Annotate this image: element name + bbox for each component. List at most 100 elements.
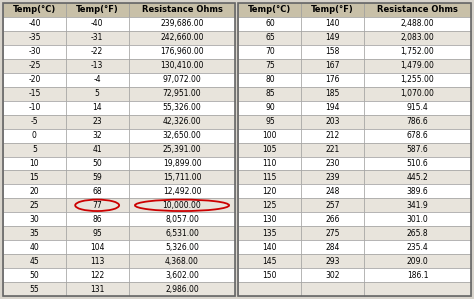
- Text: 75: 75: [265, 61, 275, 70]
- Bar: [128, 212, 236, 226]
- Text: 41: 41: [92, 145, 102, 154]
- Text: 257: 257: [326, 201, 340, 210]
- Bar: [301, 184, 364, 198]
- Text: 186.1: 186.1: [407, 271, 428, 280]
- Bar: [364, 282, 471, 296]
- Text: 86: 86: [92, 215, 102, 224]
- Text: 113: 113: [90, 257, 104, 266]
- Bar: [364, 17, 471, 31]
- Text: Temp(°F): Temp(°F): [76, 5, 118, 14]
- Bar: [128, 170, 236, 184]
- Text: -10: -10: [28, 103, 41, 112]
- Bar: [364, 254, 471, 268]
- Text: 115: 115: [263, 173, 277, 182]
- Bar: [3, 282, 66, 296]
- Bar: [238, 129, 301, 143]
- Bar: [364, 31, 471, 45]
- Text: 786.6: 786.6: [407, 117, 428, 126]
- Bar: [238, 3, 301, 17]
- Text: 140: 140: [263, 243, 277, 252]
- Text: -40: -40: [28, 19, 41, 28]
- Bar: [128, 31, 236, 45]
- Text: -35: -35: [28, 33, 41, 42]
- Text: 42,326.00: 42,326.00: [163, 117, 201, 126]
- Bar: [128, 17, 236, 31]
- Text: -5: -5: [31, 117, 38, 126]
- Bar: [238, 156, 301, 170]
- Bar: [238, 17, 301, 31]
- Text: 445.2: 445.2: [407, 173, 428, 182]
- Text: 32,650.00: 32,650.00: [163, 131, 201, 140]
- Text: 678.6: 678.6: [407, 131, 428, 140]
- Bar: [128, 73, 236, 87]
- Text: 72,951.00: 72,951.00: [163, 89, 201, 98]
- Bar: [301, 212, 364, 226]
- Bar: [238, 143, 301, 156]
- Text: 80: 80: [265, 75, 275, 84]
- Bar: [128, 226, 236, 240]
- Bar: [66, 170, 128, 184]
- Text: 60: 60: [265, 19, 275, 28]
- Bar: [364, 45, 471, 59]
- Bar: [364, 268, 471, 282]
- Bar: [301, 45, 364, 59]
- Bar: [301, 59, 364, 73]
- Text: 135: 135: [263, 229, 277, 238]
- Bar: [66, 268, 128, 282]
- Bar: [364, 226, 471, 240]
- Bar: [3, 198, 66, 212]
- Bar: [238, 115, 301, 129]
- Bar: [238, 59, 301, 73]
- Text: 265.8: 265.8: [407, 229, 428, 238]
- Text: 85: 85: [265, 89, 275, 98]
- Bar: [301, 268, 364, 282]
- Bar: [238, 212, 301, 226]
- Bar: [128, 240, 236, 254]
- Bar: [128, 101, 236, 115]
- Text: 150: 150: [263, 271, 277, 280]
- Bar: [364, 129, 471, 143]
- Text: 3,602.00: 3,602.00: [165, 271, 199, 280]
- Text: 45: 45: [29, 257, 39, 266]
- Text: 1,752.00: 1,752.00: [401, 47, 434, 57]
- Bar: [364, 240, 471, 254]
- Bar: [301, 240, 364, 254]
- Bar: [66, 115, 128, 129]
- Text: 293: 293: [326, 257, 340, 266]
- Text: 158: 158: [326, 47, 340, 57]
- Text: 10: 10: [29, 159, 39, 168]
- Bar: [66, 73, 128, 87]
- Text: 4,368.00: 4,368.00: [165, 257, 199, 266]
- Text: 23: 23: [92, 117, 102, 126]
- Text: 130: 130: [263, 215, 277, 224]
- Bar: [238, 31, 301, 45]
- Text: 167: 167: [326, 61, 340, 70]
- Text: 30: 30: [29, 215, 39, 224]
- Bar: [301, 226, 364, 240]
- Text: 203: 203: [326, 117, 340, 126]
- Text: 32: 32: [92, 131, 102, 140]
- Bar: [364, 156, 471, 170]
- Text: Resistance Ohms: Resistance Ohms: [377, 5, 458, 14]
- Bar: [3, 73, 66, 87]
- Bar: [128, 3, 236, 17]
- Bar: [301, 115, 364, 129]
- Bar: [66, 254, 128, 268]
- Text: 40: 40: [29, 243, 39, 252]
- Bar: [364, 73, 471, 87]
- Text: 221: 221: [326, 145, 340, 154]
- Text: 25,391.00: 25,391.00: [163, 145, 201, 154]
- Bar: [3, 3, 66, 17]
- Bar: [128, 254, 236, 268]
- Bar: [3, 3, 236, 296]
- Text: 55: 55: [29, 285, 39, 294]
- Bar: [128, 87, 236, 101]
- Bar: [238, 3, 471, 296]
- Text: 5,326.00: 5,326.00: [165, 243, 199, 252]
- Text: -22: -22: [91, 47, 103, 57]
- Bar: [128, 143, 236, 156]
- Bar: [3, 45, 66, 59]
- Bar: [238, 101, 301, 115]
- Text: 209.0: 209.0: [407, 257, 428, 266]
- Text: 239,686.00: 239,686.00: [160, 19, 204, 28]
